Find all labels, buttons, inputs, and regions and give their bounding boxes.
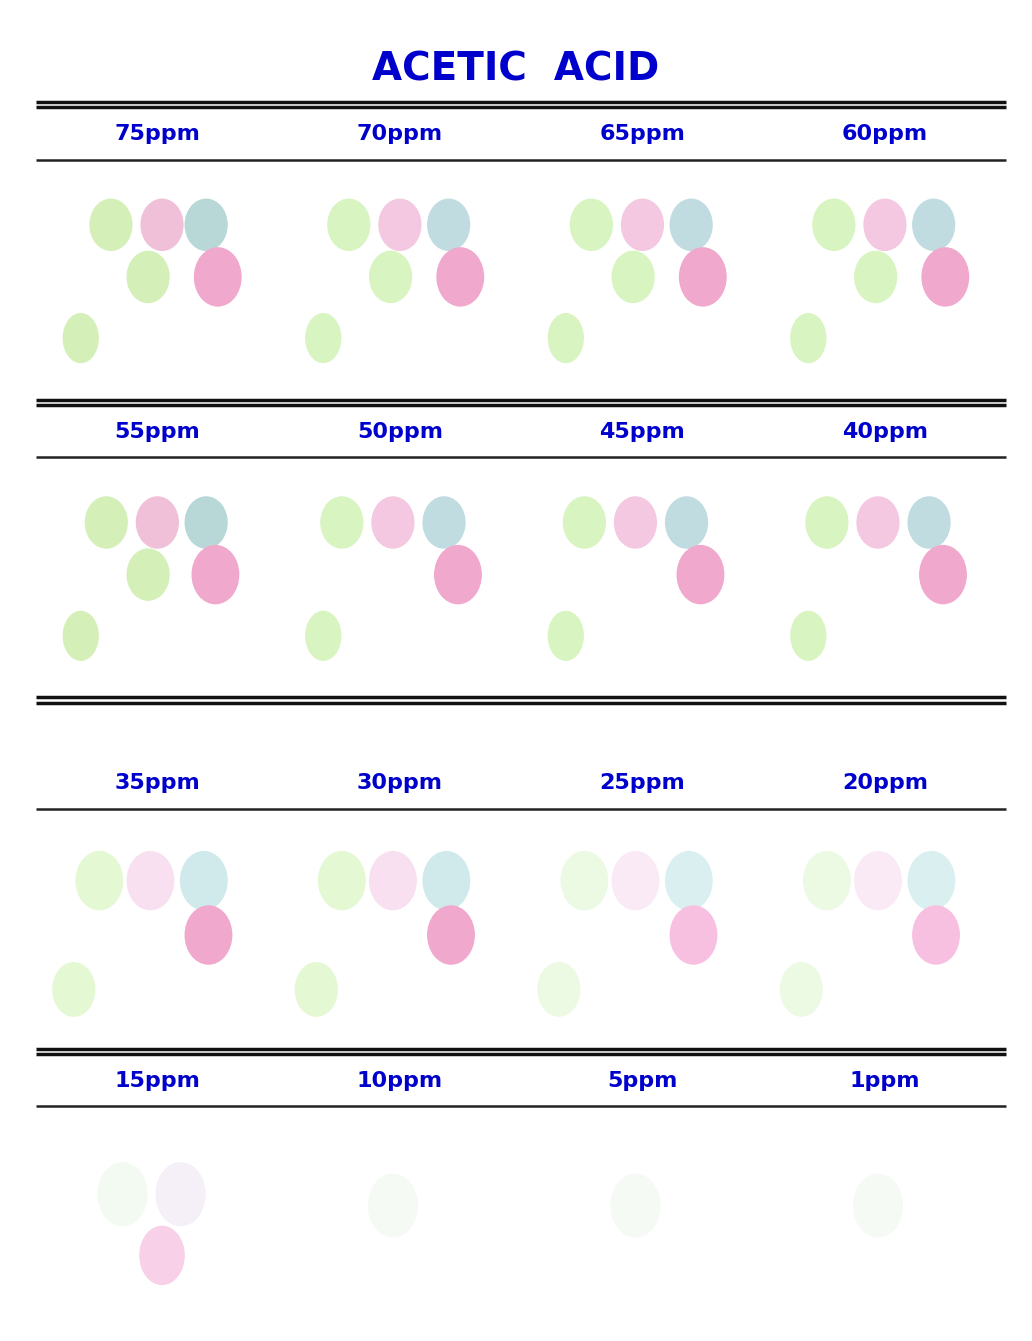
Ellipse shape [423,498,465,548]
Ellipse shape [908,498,949,548]
Ellipse shape [563,498,605,548]
Ellipse shape [369,852,416,909]
Text: 40ppm: 40ppm [842,422,928,441]
Ellipse shape [612,251,654,303]
Ellipse shape [857,498,899,548]
Ellipse shape [295,963,337,1016]
Ellipse shape [853,1175,902,1236]
Ellipse shape [127,548,169,601]
Ellipse shape [63,314,98,362]
Text: 50ppm: 50ppm [357,422,443,441]
Text: 45ppm: 45ppm [600,422,685,441]
Ellipse shape [561,852,608,909]
Ellipse shape [679,248,727,306]
Text: 65ppm: 65ppm [600,125,685,143]
Ellipse shape [368,1175,417,1236]
Ellipse shape [372,498,414,548]
Text: 55ppm: 55ppm [115,422,200,441]
Ellipse shape [666,852,712,909]
Ellipse shape [181,852,227,909]
Ellipse shape [806,498,848,548]
Ellipse shape [864,200,906,251]
Ellipse shape [194,248,241,306]
Ellipse shape [621,200,664,251]
Ellipse shape [423,852,470,909]
Text: 70ppm: 70ppm [357,125,443,143]
Ellipse shape [127,251,169,303]
Ellipse shape [136,498,179,548]
Ellipse shape [434,546,481,603]
Text: 10ppm: 10ppm [357,1071,443,1090]
Ellipse shape [612,852,658,909]
Ellipse shape [854,251,897,303]
Ellipse shape [141,200,183,251]
Ellipse shape [614,498,656,548]
Ellipse shape [379,200,421,251]
Ellipse shape [804,852,850,909]
Ellipse shape [920,546,966,603]
Text: 15ppm: 15ppm [115,1071,200,1090]
Text: 30ppm: 30ppm [357,774,443,793]
Text: ACETIC  ACID: ACETIC ACID [373,51,659,89]
Ellipse shape [671,200,712,251]
Ellipse shape [305,314,341,362]
Ellipse shape [321,498,363,548]
Ellipse shape [813,200,854,251]
Text: 5ppm: 5ppm [607,1071,678,1090]
Ellipse shape [369,251,412,303]
Ellipse shape [427,200,470,251]
Ellipse shape [156,1163,205,1226]
Ellipse shape [666,498,708,548]
Ellipse shape [923,248,968,306]
Ellipse shape [63,611,98,660]
Ellipse shape [328,200,369,251]
Ellipse shape [319,852,365,909]
Ellipse shape [780,963,823,1016]
Ellipse shape [186,498,227,548]
Ellipse shape [538,963,580,1016]
Ellipse shape [438,248,483,306]
Ellipse shape [908,852,955,909]
Ellipse shape [127,852,173,909]
Ellipse shape [53,963,95,1016]
Text: 1ppm: 1ppm [849,1071,921,1090]
Ellipse shape [186,200,227,251]
Ellipse shape [571,200,612,251]
Ellipse shape [912,907,960,964]
Ellipse shape [427,907,475,964]
Ellipse shape [76,852,123,909]
Ellipse shape [140,1227,184,1285]
Ellipse shape [677,546,723,603]
Ellipse shape [192,546,238,603]
Ellipse shape [791,314,826,362]
Text: 25ppm: 25ppm [600,774,685,793]
Ellipse shape [305,611,341,660]
Ellipse shape [548,314,583,362]
Ellipse shape [548,611,583,660]
Text: 20ppm: 20ppm [842,774,928,793]
Ellipse shape [791,611,826,660]
Ellipse shape [854,852,901,909]
Ellipse shape [186,907,231,964]
Ellipse shape [98,1163,147,1226]
Ellipse shape [611,1175,659,1236]
Text: 75ppm: 75ppm [115,125,200,143]
Text: 60ppm: 60ppm [842,125,928,143]
Ellipse shape [912,200,955,251]
Text: 35ppm: 35ppm [115,774,200,793]
Ellipse shape [86,498,127,548]
Ellipse shape [90,200,132,251]
Ellipse shape [671,907,716,964]
